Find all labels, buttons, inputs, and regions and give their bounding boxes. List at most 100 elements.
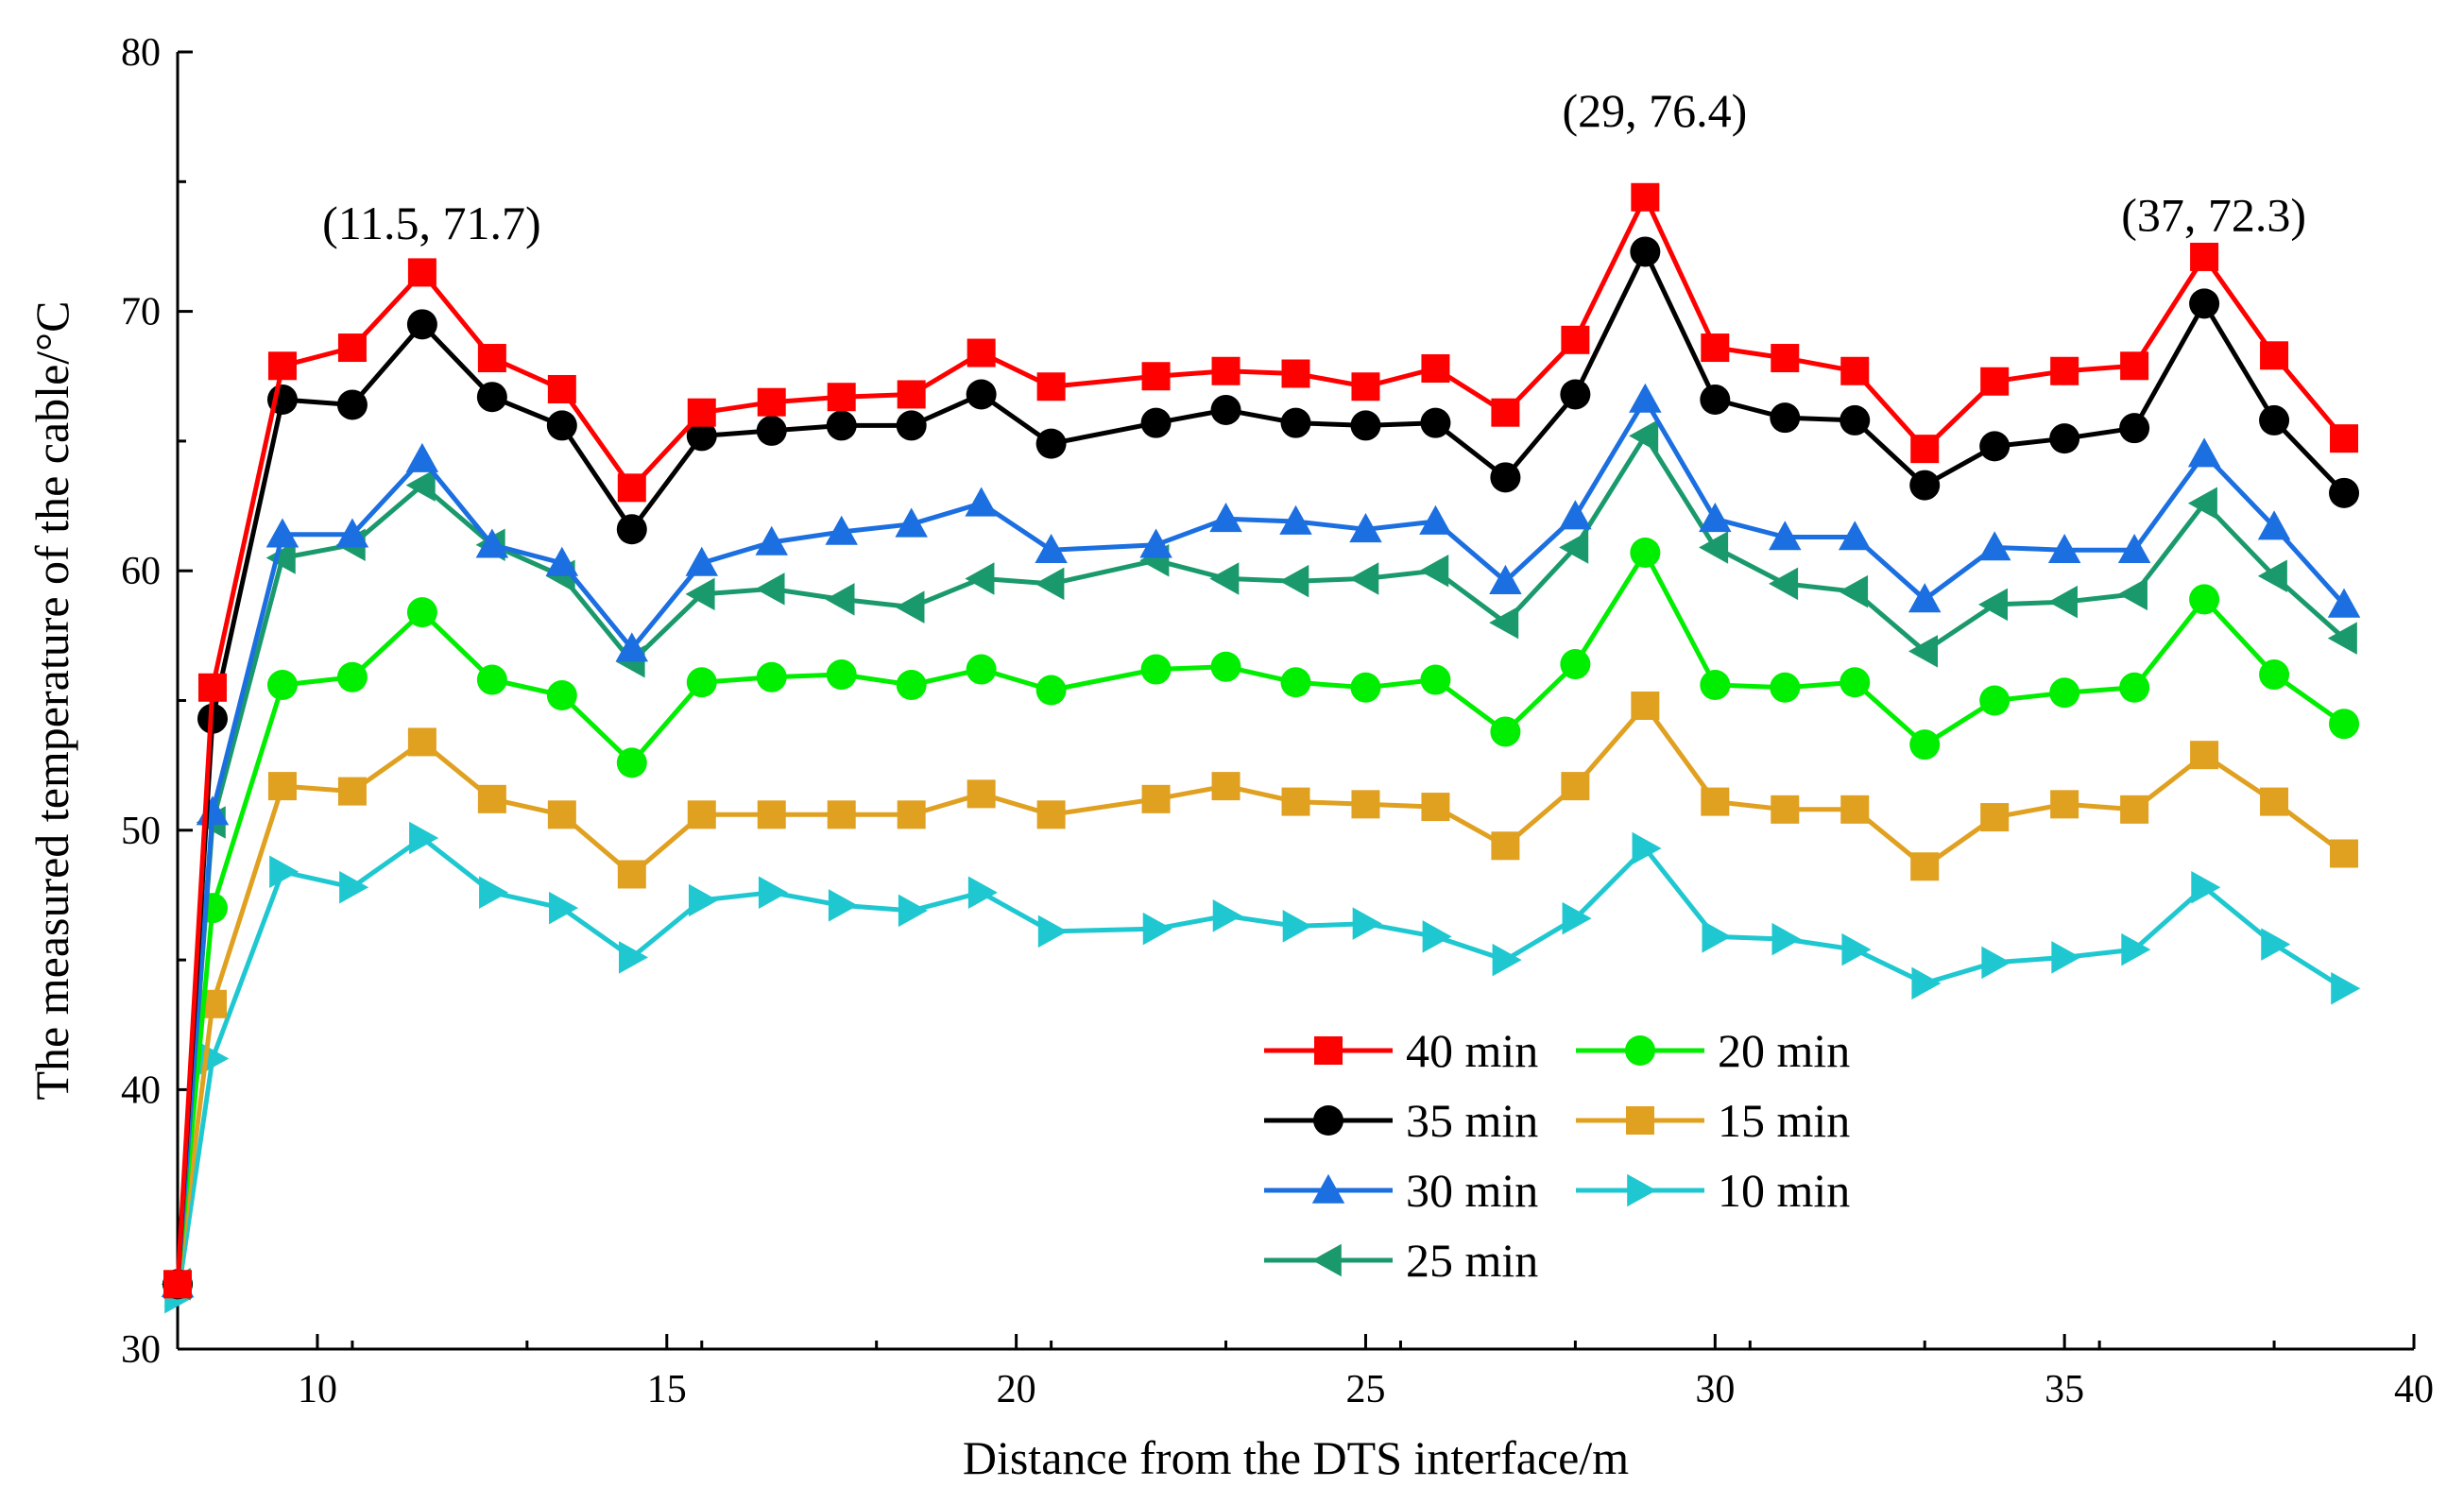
data-point-20-min bbox=[2329, 709, 2360, 740]
legend-marker bbox=[1314, 1036, 1343, 1065]
data-point-40-min bbox=[407, 258, 436, 287]
data-point-25-min bbox=[2327, 622, 2357, 655]
data-point-40-min bbox=[1910, 435, 1940, 464]
data-point-15-min bbox=[1281, 787, 1310, 816]
data-point-40-min bbox=[1421, 354, 1450, 384]
data-point-15-min bbox=[757, 800, 786, 829]
data-point-25-min bbox=[2257, 559, 2287, 592]
data-point-15-min bbox=[1211, 772, 1241, 801]
data-point-40-min bbox=[1631, 182, 1660, 212]
data-point-20-min bbox=[2119, 672, 2150, 703]
legend-marker bbox=[1311, 1173, 1345, 1204]
legend-label: 25 min bbox=[1406, 1234, 1538, 1287]
data-point-25-min bbox=[1349, 562, 1379, 595]
x-tick-label: 40 bbox=[2394, 1368, 2434, 1411]
data-point-25-min bbox=[2117, 577, 2147, 611]
data-point-35-min bbox=[1140, 407, 1172, 438]
data-point-10-min bbox=[828, 889, 858, 922]
data-point-40-min bbox=[337, 333, 367, 363]
data-point-15-min bbox=[1701, 787, 1730, 816]
data-point-35-min bbox=[1770, 402, 1801, 434]
data-point-10-min bbox=[1422, 920, 1452, 953]
data-point-40-min bbox=[2050, 356, 2079, 385]
data-point-40-min bbox=[197, 673, 227, 702]
legend-entry-30-min: 30 min bbox=[1264, 1164, 1538, 1217]
legend-marker bbox=[1627, 1173, 1657, 1207]
data-point-10-min bbox=[1702, 920, 1732, 953]
data-point-20-min bbox=[1420, 664, 1451, 695]
data-point-40-min bbox=[163, 1270, 192, 1299]
x-tick-label: 20 bbox=[997, 1368, 1036, 1411]
data-point-35-min bbox=[1035, 428, 1067, 459]
data-point-30-min bbox=[895, 507, 928, 538]
data-point-35-min bbox=[756, 415, 787, 446]
data-point-40-min bbox=[1281, 359, 1310, 388]
annotation-layer: (11.5, 71.7) (29, 76.4) (37, 72.3) bbox=[322, 84, 2306, 249]
series-layer bbox=[161, 182, 2361, 1314]
legend-marker bbox=[1626, 1106, 1654, 1135]
data-point-40-min bbox=[1701, 333, 1730, 363]
data-point-15-min bbox=[687, 800, 716, 829]
data-point-40-min bbox=[2330, 424, 2359, 453]
data-point-20-min bbox=[1280, 667, 1311, 698]
data-point-40-min bbox=[687, 398, 716, 427]
data-point-30-min bbox=[1419, 504, 1452, 535]
series-30-min bbox=[161, 383, 2361, 1298]
data-point-30-min bbox=[2257, 510, 2291, 540]
data-point-25-min bbox=[1769, 567, 1799, 601]
data-point-30-min bbox=[2187, 437, 2221, 468]
data-point-40-min bbox=[1141, 362, 1171, 391]
data-point-10-min bbox=[1037, 914, 1068, 949]
data-point-40-min bbox=[477, 344, 506, 373]
x-tick-label: 30 bbox=[1695, 1368, 1735, 1411]
data-point-10-min bbox=[967, 876, 998, 909]
data-point-25-min bbox=[1629, 419, 1659, 453]
data-point-30-min bbox=[1139, 528, 1172, 558]
data-point-20-min bbox=[336, 661, 368, 692]
data-point-15-min bbox=[1840, 795, 1870, 824]
data-point-25-min bbox=[965, 562, 995, 595]
data-point-25-min bbox=[1035, 567, 1065, 601]
data-point-10-min bbox=[2121, 932, 2151, 966]
data-point-40-min bbox=[1840, 356, 1870, 385]
x-tick-label: 25 bbox=[1345, 1368, 1385, 1411]
data-point-20-min bbox=[266, 670, 298, 701]
data-point-30-min bbox=[1908, 583, 1942, 613]
data-point-15-min bbox=[407, 727, 436, 757]
data-point-35-min bbox=[1420, 407, 1451, 438]
data-point-40-min bbox=[617, 473, 646, 503]
peak-annotation: (37, 72.3) bbox=[2121, 188, 2306, 241]
data-point-15-min bbox=[967, 779, 996, 809]
data-point-35-min bbox=[2119, 413, 2150, 444]
data-point-10-min bbox=[1142, 912, 1172, 946]
data-point-35-min bbox=[1210, 394, 1241, 425]
data-point-40-min bbox=[1036, 372, 1066, 402]
data-point-30-min bbox=[1559, 500, 1592, 530]
data-point-35-min bbox=[1350, 410, 1381, 441]
data-point-35-min bbox=[476, 382, 507, 413]
y-axis: 30 40 50 60 70 80 bbox=[121, 31, 193, 1372]
data-point-10-min bbox=[409, 821, 439, 855]
x-tick-label: 10 bbox=[298, 1368, 337, 1411]
data-point-30-min bbox=[1489, 564, 1522, 594]
data-point-30-min bbox=[1349, 513, 1382, 543]
data-point-15-min bbox=[1421, 793, 1450, 822]
data-point-40-min bbox=[897, 380, 926, 409]
series-line-20-min bbox=[175, 550, 2346, 1285]
data-point-20-min bbox=[1979, 685, 2011, 716]
data-point-35-min bbox=[1490, 462, 1521, 493]
data-point-20-min bbox=[406, 597, 437, 628]
data-point-30-min bbox=[475, 528, 509, 558]
data-point-20-min bbox=[2049, 677, 2080, 709]
data-point-30-min bbox=[405, 442, 439, 472]
data-point-15-min bbox=[617, 860, 646, 889]
data-point-15-min bbox=[2330, 839, 2359, 868]
data-point-15-min bbox=[477, 784, 506, 813]
data-point-25-min bbox=[1279, 564, 1309, 598]
data-point-20-min bbox=[1490, 716, 1521, 747]
data-point-35-min bbox=[1700, 384, 1731, 415]
data-point-35-min bbox=[1909, 470, 1941, 501]
series-line-10-min bbox=[175, 835, 2346, 1298]
data-point-15-min bbox=[1351, 790, 1380, 819]
